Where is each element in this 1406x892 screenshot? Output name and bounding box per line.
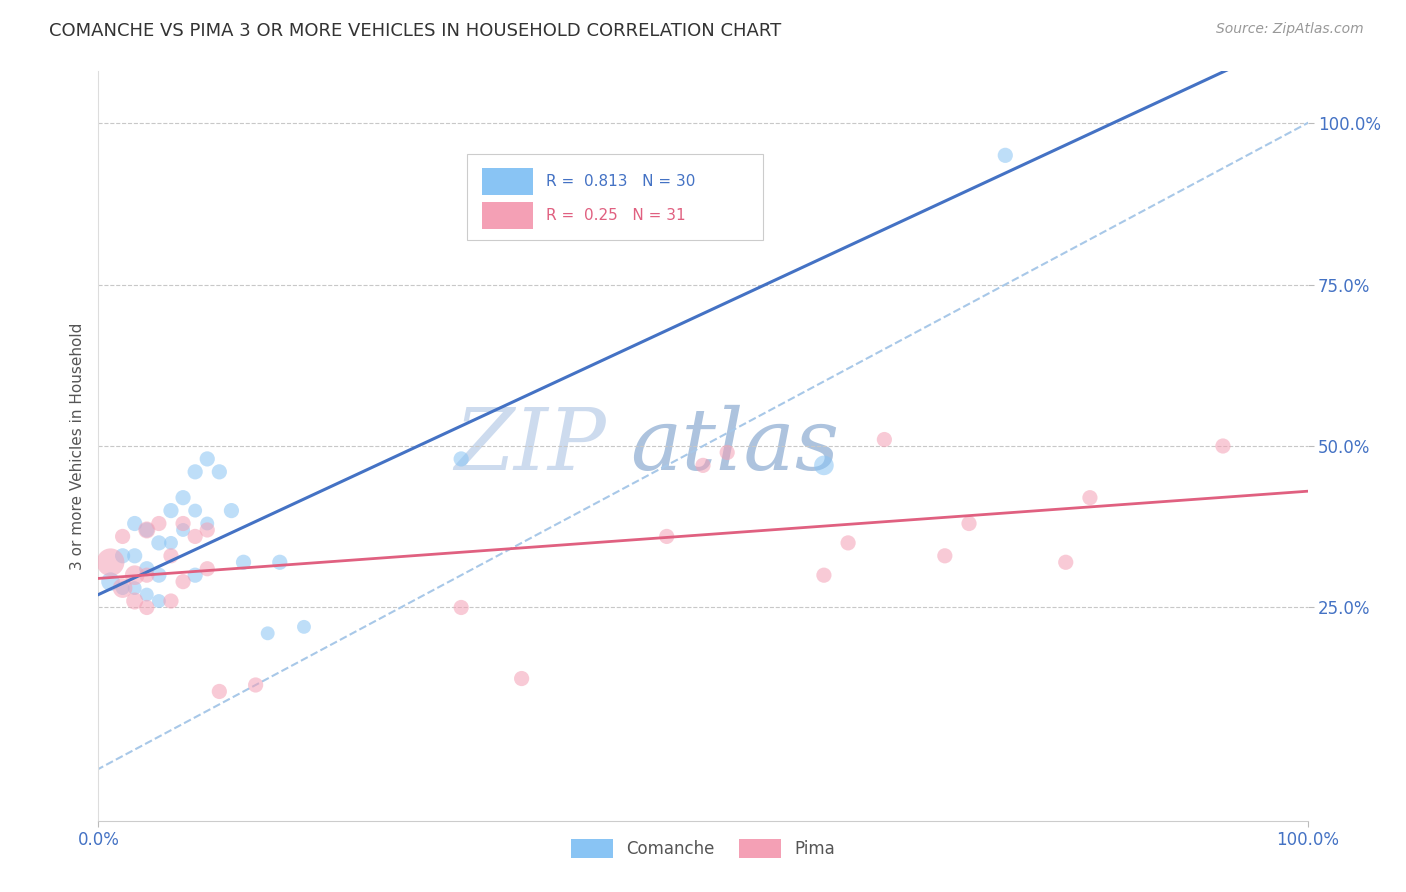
- Point: [269, 555, 291, 569]
- Point: [450, 451, 472, 466]
- Point: [655, 529, 678, 543]
- Point: [124, 581, 146, 595]
- Point: [813, 458, 835, 473]
- Point: [510, 672, 533, 686]
- Point: [124, 594, 146, 608]
- Point: [195, 451, 218, 466]
- Point: [160, 503, 183, 517]
- Point: [135, 568, 157, 582]
- Point: [172, 516, 194, 531]
- Point: [692, 458, 714, 473]
- Point: [111, 581, 134, 595]
- Text: atlas: atlas: [630, 405, 839, 487]
- Point: [195, 516, 218, 531]
- Point: [957, 516, 980, 531]
- Point: [124, 516, 146, 531]
- Point: [160, 549, 183, 563]
- Point: [245, 678, 267, 692]
- Point: [1078, 491, 1101, 505]
- Point: [232, 555, 254, 569]
- Point: [994, 148, 1017, 162]
- Text: Source: ZipAtlas.com: Source: ZipAtlas.com: [1216, 22, 1364, 37]
- Point: [148, 594, 170, 608]
- Point: [124, 568, 146, 582]
- Point: [195, 562, 218, 576]
- Point: [813, 568, 835, 582]
- Legend: Comanche, Pima: Comanche, Pima: [564, 832, 842, 864]
- Point: [100, 574, 122, 589]
- Text: ZIP: ZIP: [454, 405, 606, 487]
- Point: [111, 549, 134, 563]
- Point: [148, 516, 170, 531]
- Point: [292, 620, 315, 634]
- Point: [208, 684, 231, 698]
- Point: [1054, 555, 1077, 569]
- Point: [172, 491, 194, 505]
- Point: [450, 600, 472, 615]
- FancyBboxPatch shape: [467, 153, 763, 240]
- Point: [160, 536, 183, 550]
- Text: COMANCHE VS PIMA 3 OR MORE VEHICLES IN HOUSEHOLD CORRELATION CHART: COMANCHE VS PIMA 3 OR MORE VEHICLES IN H…: [49, 22, 782, 40]
- Point: [124, 549, 146, 563]
- Point: [135, 562, 157, 576]
- Point: [184, 568, 207, 582]
- Point: [135, 523, 157, 537]
- Point: [111, 581, 134, 595]
- Y-axis label: 3 or more Vehicles in Household: 3 or more Vehicles in Household: [69, 322, 84, 570]
- Point: [148, 536, 170, 550]
- Point: [184, 529, 207, 543]
- FancyBboxPatch shape: [482, 168, 533, 194]
- Point: [716, 445, 738, 459]
- Point: [1212, 439, 1234, 453]
- Text: R =  0.813   N = 30: R = 0.813 N = 30: [546, 174, 695, 189]
- Point: [111, 529, 134, 543]
- Point: [135, 588, 157, 602]
- Point: [195, 523, 218, 537]
- Point: [256, 626, 278, 640]
- Point: [221, 503, 243, 517]
- Point: [148, 568, 170, 582]
- Point: [873, 433, 896, 447]
- Point: [934, 549, 956, 563]
- FancyBboxPatch shape: [482, 202, 533, 229]
- Point: [837, 536, 859, 550]
- Point: [160, 594, 183, 608]
- Point: [172, 523, 194, 537]
- Text: R =  0.25   N = 31: R = 0.25 N = 31: [546, 209, 686, 223]
- Point: [135, 523, 157, 537]
- Point: [135, 600, 157, 615]
- Point: [100, 555, 122, 569]
- Point: [208, 465, 231, 479]
- Point: [184, 503, 207, 517]
- Point: [184, 465, 207, 479]
- Point: [172, 574, 194, 589]
